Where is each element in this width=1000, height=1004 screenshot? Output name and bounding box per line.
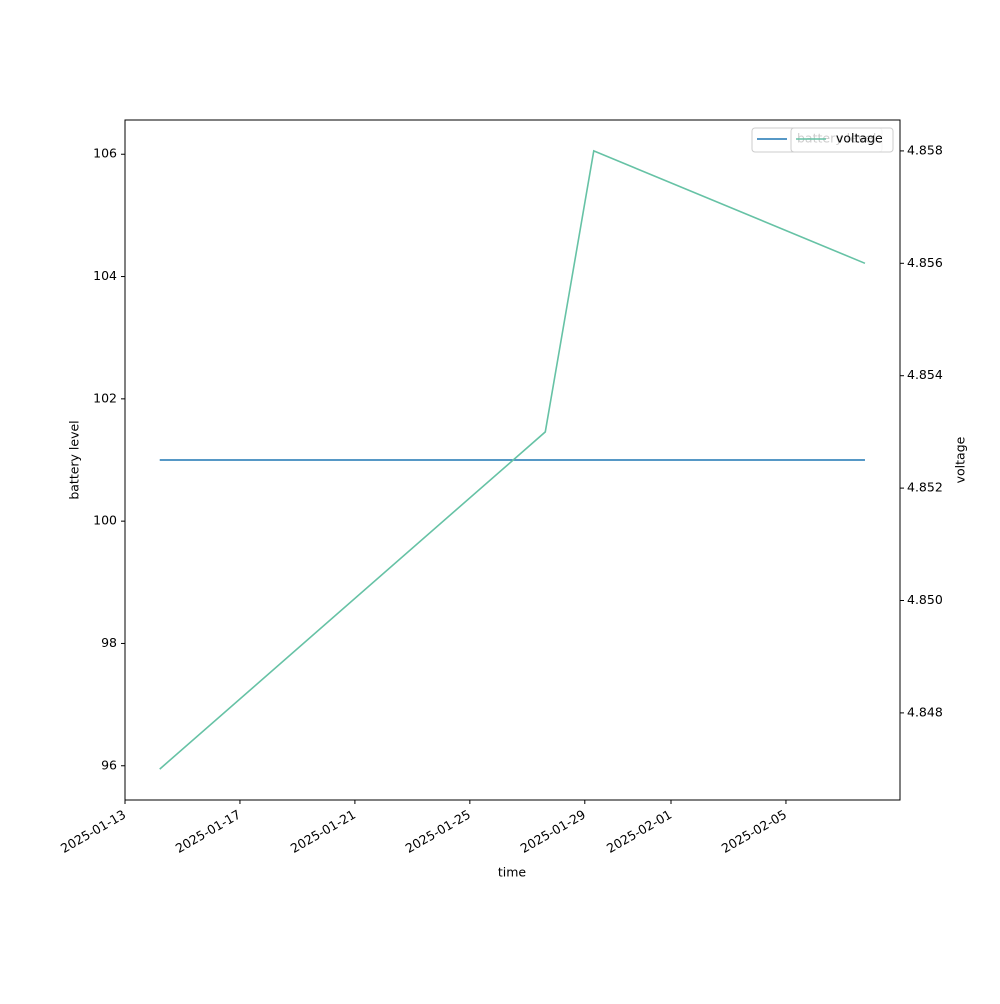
- plot-frame: [124, 119, 901, 801]
- y-tick-label: 104: [93, 268, 117, 283]
- y-tick-label: 98: [101, 635, 117, 650]
- y2-tick-label: 4.850: [907, 592, 943, 607]
- y-tick-label: 106: [93, 146, 117, 161]
- y2-tick-label: 4.856: [907, 255, 943, 270]
- legend-box: [790, 127, 894, 153]
- x-axis-label: time: [498, 865, 527, 880]
- y-axis-label: battery level: [67, 420, 82, 499]
- y-tick-label: 102: [93, 390, 117, 405]
- y2-tick-label: 4.854: [907, 367, 943, 382]
- y2-tick-label: 4.852: [907, 480, 943, 495]
- legend-label: voltage: [836, 131, 883, 146]
- y-tick-label: 100: [93, 513, 117, 528]
- line-series: [159, 149, 866, 770]
- y-tick-label: 96: [101, 757, 117, 772]
- y2-axis-label: voltage: [953, 436, 968, 483]
- y2-tick-label: 4.848: [907, 704, 943, 719]
- y2-tick-label: 4.858: [907, 142, 943, 157]
